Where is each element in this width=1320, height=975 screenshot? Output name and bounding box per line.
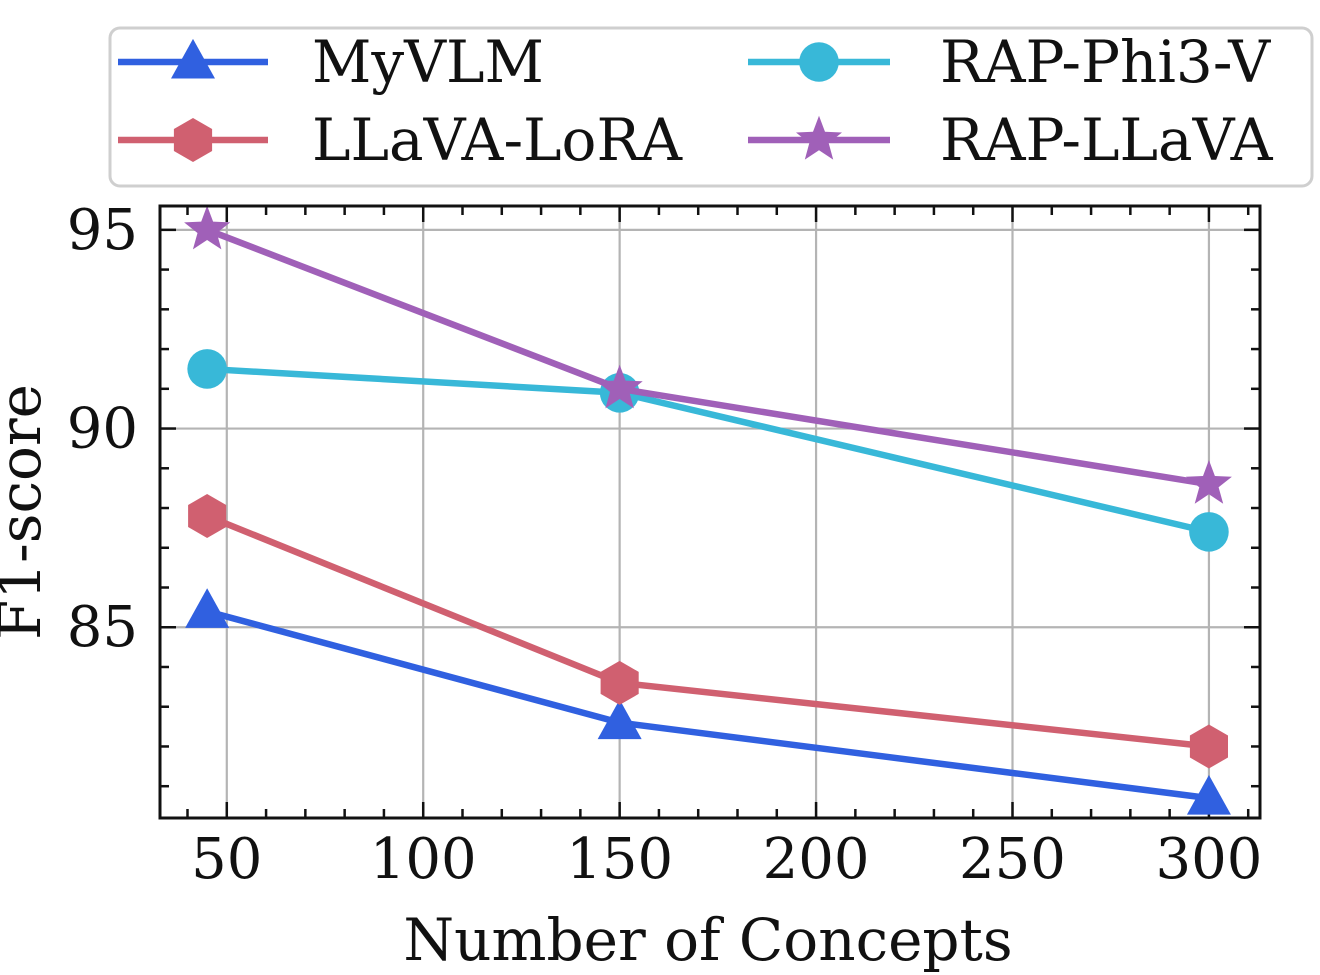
circle-marker	[187, 349, 227, 389]
triangle-marker	[171, 38, 215, 79]
legend-item: MyVLM	[118, 28, 544, 96]
legend-label: MyVLM	[312, 28, 544, 96]
star-marker	[184, 205, 231, 250]
x-tick-label: 250	[959, 827, 1066, 892]
star-marker	[1185, 460, 1232, 504]
grid	[160, 206, 1260, 818]
x-tick-label: 50	[191, 827, 262, 892]
circle-marker	[799, 42, 839, 82]
series-myvlm	[185, 588, 1231, 815]
legend-label: LLaVA-LoRA	[312, 106, 683, 174]
legend-item: RAP-Phi3-V	[748, 28, 1271, 96]
series-line	[203, 512, 1213, 750]
y-tick-label: 95	[67, 198, 138, 263]
hexagon-marker	[600, 660, 639, 705]
star-marker	[796, 115, 842, 160]
x-tick-label: 150	[566, 827, 673, 892]
legend-item: RAP-LLaVA	[748, 106, 1274, 174]
x-tick-label: 300	[1155, 827, 1262, 892]
triangle-marker	[1186, 775, 1231, 815]
series-rap-llava	[184, 205, 1232, 504]
hexagon-marker	[1189, 724, 1228, 769]
legend-label: RAP-Phi3-V	[940, 28, 1271, 96]
series-rap-phi3-v	[187, 349, 1229, 552]
legend-item: LLaVA-LoRA	[118, 106, 683, 174]
hexagon-marker	[173, 118, 213, 162]
circle-marker	[1189, 512, 1229, 552]
series-line	[203, 608, 1213, 802]
hexagon-marker	[188, 494, 227, 538]
x-axis-title: Number of Concepts	[403, 906, 1012, 974]
y-tick-label: 85	[67, 595, 138, 660]
series-llava-lora	[188, 494, 1228, 769]
triangle-marker	[185, 588, 230, 628]
legend-box	[108, 26, 1314, 188]
triangle-marker	[597, 699, 642, 740]
x-tick-label: 200	[763, 827, 870, 892]
series-line	[203, 365, 1213, 536]
plot-frame	[158, 204, 1262, 820]
x-tick-label: 100	[370, 827, 477, 892]
y-axis-title: F1-score	[0, 384, 54, 640]
ticks	[160, 206, 1260, 818]
y-tick-label: 90	[67, 397, 138, 462]
legend-label: RAP-LLaVA	[940, 106, 1274, 174]
star-marker	[596, 364, 643, 409]
series-line	[203, 226, 1213, 488]
legend: MyVLM RAP-Phi3-V LLaVA-LoRA RAP-LLaVA	[108, 26, 1314, 188]
